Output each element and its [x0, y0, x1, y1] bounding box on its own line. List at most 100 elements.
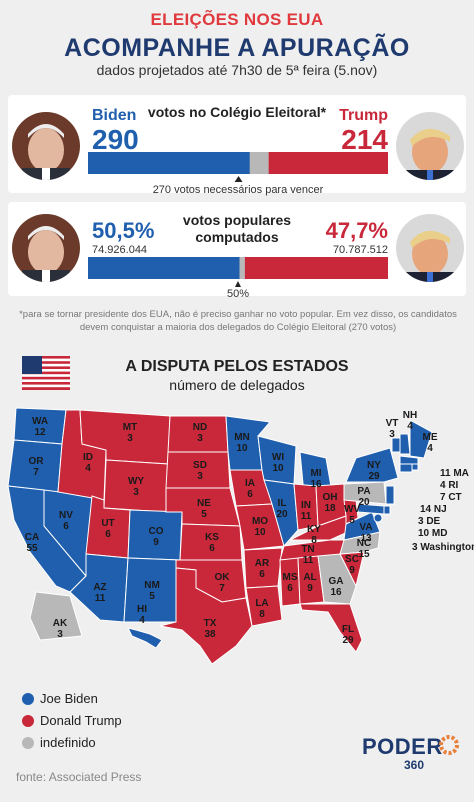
map-title: A DISPUTA PELOS ESTADOS: [125, 358, 349, 375]
state-label-ct: 7 CT: [440, 492, 462, 503]
state-label-nh: NH 4: [403, 410, 417, 432]
popular-bar-biden: [88, 257, 240, 279]
state-ri: [411, 463, 419, 471]
electoral-label: votos no Colégio Eleitoral*: [147, 104, 327, 120]
state-label-nv: NV 6: [59, 510, 73, 532]
state-ma: [399, 455, 419, 465]
state-label-ok: OK 7: [215, 572, 231, 594]
state-label-ne: NE 5: [197, 498, 211, 520]
state-ct: [399, 463, 413, 473]
state-label-ut: UT 6: [101, 518, 114, 540]
state-nh: [399, 433, 411, 455]
state-label-wa: WA 12: [32, 416, 48, 438]
state-label-ca: CA 55: [25, 532, 39, 554]
popular-bar-trump: [244, 257, 388, 279]
state-la: [245, 585, 283, 627]
state-label-dc: 3 Washington D.C.: [412, 542, 474, 553]
state-ny: [345, 447, 399, 483]
electoral-threshold-marker: [234, 176, 243, 182]
state-label-nm: NM 5: [144, 580, 160, 602]
biden-portrait-2: [12, 214, 80, 282]
state-label-co: CO 9: [149, 526, 164, 548]
state-label-mo: MO 10: [252, 516, 268, 538]
state-ak: [29, 591, 83, 641]
state-label-ga: GA 16: [329, 576, 344, 598]
popular-half-marker: [235, 281, 241, 287]
popular-label-2: computados: [195, 229, 279, 245]
trump-popular-votes: 70.787.512: [332, 244, 388, 256]
footnote-line-2: devem conquistar a maioria dos delegados…: [79, 322, 397, 333]
state-label-ia: IA 6: [245, 478, 255, 500]
brand-name: PODER: [362, 734, 443, 759]
state-label-sd: SD 3: [193, 460, 207, 482]
state-nj: [385, 485, 395, 505]
legend-biden-label: Joe Biden: [40, 691, 98, 706]
page-title: ACOMPANHE A APURAÇÃO: [64, 34, 410, 62]
state-label-la: LA 8: [255, 598, 268, 620]
state-dc: [373, 513, 383, 523]
state-tx: [159, 567, 253, 665]
source-text: fonte: Associated Press: [16, 770, 142, 784]
state-de: [383, 505, 391, 515]
popular-half-label: 50%: [226, 288, 250, 300]
state-label-mt: MT 3: [123, 422, 137, 444]
state-label-pa: PA 20: [357, 486, 370, 508]
state-label-nj: 14 NJ: [420, 504, 447, 515]
page-subtitle: dados projetados até 7h30 de 5ª feira (5…: [96, 62, 378, 78]
us-map: WA 12 OR 7 CA 55 NV 6 ID 4 MT 3 WY 3 UT 6 CO 9 AZ 11 NM 5 ND 3 S…: [7, 407, 474, 665]
state-fl: [299, 603, 363, 653]
electoral-card: [8, 95, 466, 193]
state-label-ky: KY 8: [307, 524, 321, 546]
map-subtitle: número de delegados: [169, 377, 305, 393]
trump-portrait-2: [396, 214, 464, 282]
state-me: [409, 419, 433, 459]
state-label-id: ID 4: [83, 452, 93, 474]
state-label-wi: WI 10: [272, 452, 284, 474]
state-label-oh: OH 18: [323, 492, 338, 514]
state-md: [357, 503, 385, 515]
biden-name: Biden: [92, 107, 137, 124]
state-label-wv: WV 5: [344, 504, 360, 526]
state-label-nc: NC 15: [357, 538, 371, 560]
state-label-ri: 4 RI: [440, 480, 459, 491]
state-vt: [391, 437, 401, 453]
state-label-ar: AR 6: [255, 558, 270, 580]
state-label-hi: HI 4: [137, 604, 147, 626]
state-label-me: ME 4: [423, 432, 438, 454]
footnote-line-1: *para se tornar presidente dos EUA, não …: [19, 309, 457, 320]
state-label-sc: SC 9: [345, 554, 359, 576]
state-hi: [127, 627, 163, 649]
electoral-bar-trump: [268, 152, 388, 174]
kicker: ELEIÇÕES NOS EUA: [150, 10, 324, 29]
state-label-ks: KS 6: [205, 532, 219, 554]
legend-trump-dot: [22, 715, 34, 727]
trump-name: Trump: [339, 107, 388, 124]
brand-logo: PODER 360: [362, 734, 462, 774]
popular-label-1: votos populares: [182, 212, 292, 228]
state-il: [263, 479, 299, 548]
state-label-or: OR 7: [29, 456, 45, 478]
state-label-mn: MN 10: [234, 432, 250, 454]
us-flag-icon: [22, 356, 70, 395]
state-label-fl: FL 29: [342, 624, 354, 646]
legend-trump-label: Donald Trump: [40, 713, 122, 728]
state-label-tx: TX 38: [204, 618, 217, 640]
state-label-wy: WY 3: [128, 476, 144, 498]
state-label-il: IL 20: [276, 498, 288, 520]
state-label-va: VA 13: [359, 522, 372, 544]
state-ga: [317, 553, 357, 605]
state-label-ms: MS 6: [283, 572, 298, 594]
state-label-mi: MI 16: [310, 468, 322, 490]
brand-sun-icon: [439, 735, 459, 755]
popular-bar: [88, 257, 388, 287]
state-label-al: AL 9: [303, 572, 316, 594]
trump-popular-pct: 47,7%: [325, 218, 388, 243]
state-label-tn: TN 11: [301, 544, 314, 566]
legend-undecided-dot: [22, 737, 34, 749]
electoral-bar: [88, 152, 388, 182]
state-label-ma: 11 MA: [440, 468, 469, 479]
brand-sub: 360: [404, 758, 425, 772]
electoral-bar-biden: [88, 152, 250, 174]
state-label-de: 3 DE: [418, 516, 441, 527]
biden-popular-votes: 74.926.044: [92, 244, 148, 256]
